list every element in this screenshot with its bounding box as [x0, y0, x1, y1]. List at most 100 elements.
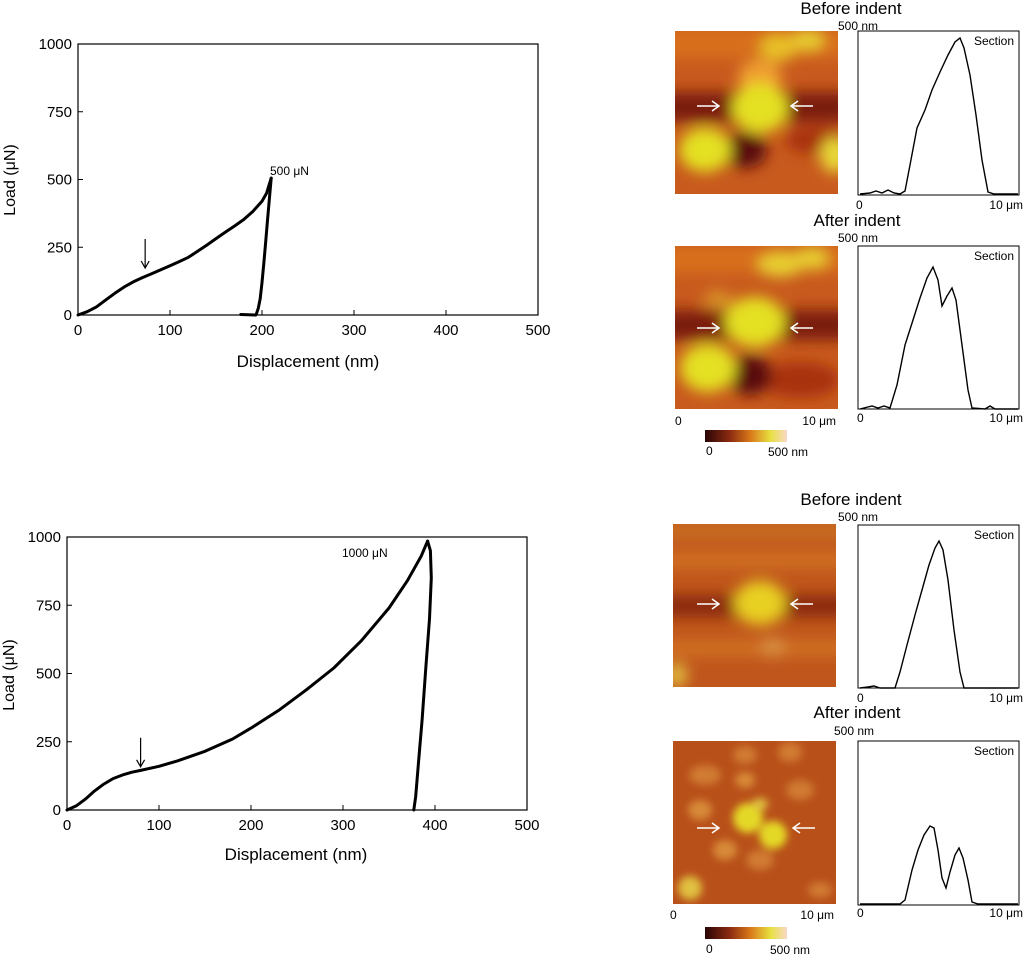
section-arrow-right-head — [789, 322, 799, 334]
arrow-head — [136, 759, 146, 768]
y-tick-label: 250 — [36, 734, 61, 751]
x-tick-label: 500 — [525, 322, 550, 339]
y-tick-label: 0 — [64, 307, 72, 324]
x-tick-label: 400 — [433, 322, 458, 339]
image-axis-end: 10 μm — [802, 414, 836, 428]
y-tick-label: 250 — [47, 239, 72, 256]
load-curve-loading — [65, 539, 430, 812]
arrow-marker — [136, 737, 146, 768]
colorbar-min-label: 0 — [706, 942, 713, 956]
x-axis-label: Displacement (nm) — [237, 352, 380, 371]
section-arrow-left-head — [711, 100, 721, 112]
afm-height-image — [673, 741, 836, 904]
curve-group — [65, 539, 433, 812]
afm-panel-before-indent-1: Before indent 500 nm Section 0 1 — [675, 0, 1023, 212]
section-label: Section — [974, 249, 1014, 263]
colorbar-1: 0 500 nm — [705, 430, 808, 459]
y-tick-label: 750 — [36, 597, 61, 614]
load-displacement-chart-top: 0 100 200 300 400 500 0 250 500 750 1000 Load (μN)… — [2, 36, 551, 371]
section-profile-line — [859, 265, 1018, 410]
load-curve-tail — [239, 313, 258, 317]
afm-panel-before-indent-2: Before indent 500 nm Section 0 10 μm — [673, 490, 1023, 705]
section-label: Section — [974, 528, 1014, 542]
x-tick-label: 0 — [63, 817, 71, 834]
y-tick-label: 0 — [53, 802, 61, 819]
afm-height-image — [675, 246, 838, 409]
colorbar-2: 0 500 nm — [705, 927, 810, 957]
y-tick-label: 500 — [36, 666, 61, 683]
image-axis-start: 0 — [670, 908, 677, 922]
section-axis-end: 10 μm — [989, 198, 1023, 212]
colorbar-max-label: 500 nm — [768, 445, 808, 459]
arrow-head — [140, 260, 150, 270]
section-axis-start: 0 — [857, 906, 864, 920]
section-axis-end: 10 μm — [989, 691, 1023, 705]
y-axis-label: Load (μN) — [1, 639, 18, 710]
section-profile-line — [860, 825, 1018, 905]
afm-panel-after-indent-2: After indent 500 nm 0 — [670, 703, 1023, 922]
panel-title: After indent — [814, 703, 901, 722]
section-label: Section — [974, 744, 1014, 758]
section-axis-start: 0 — [857, 411, 864, 425]
section-arrow-left-head — [711, 598, 721, 610]
panel-title: Before indent — [800, 0, 901, 18]
section-label: Section — [974, 34, 1014, 48]
peak-label: 1000 μN — [342, 546, 388, 560]
y-tick-label: 500 — [47, 172, 72, 189]
colorbar-min-label: 0 — [706, 444, 713, 458]
section-profile-line — [859, 539, 1018, 689]
x-tick-label: 300 — [330, 817, 355, 834]
tick-group: 0 100 200 300 400 500 0 250 500 750 1000 — [28, 529, 540, 834]
y-tick-label: 1000 — [39, 36, 72, 53]
afm-height-image — [675, 31, 838, 194]
y-axis-label: Load (μN) — [2, 144, 19, 215]
panel-title: After indent — [814, 211, 901, 230]
section-axis-end: 10 μm — [989, 906, 1023, 920]
y-tick-label: 1000 — [28, 529, 61, 546]
x-tick-label: 0 — [74, 322, 82, 339]
x-tick-label: 500 — [514, 817, 539, 834]
afm-panel-after-indent-1: After indent 500 nm 0 10 μm Section 0 — [675, 211, 1023, 428]
height-scale-label: 500 nm — [838, 510, 878, 524]
load-curve-unloading — [412, 539, 433, 812]
y-tick-label: 750 — [47, 104, 72, 121]
section-profile-frame — [857, 30, 1020, 196]
height-scale-label: 500 nm — [834, 724, 874, 738]
tick-group: 0 100 200 300 400 500 0 250 500 750 1000 — [39, 36, 551, 339]
image-axis-start: 0 — [675, 414, 682, 428]
x-tick-label: 100 — [146, 817, 171, 834]
section-profile-frame — [857, 524, 1020, 689]
x-tick-label: 300 — [341, 322, 366, 339]
colorbar-gradient — [705, 927, 787, 939]
x-tick-label: 400 — [422, 817, 447, 834]
height-scale-label: 500 nm — [838, 19, 878, 33]
section-axis-start: 0 — [856, 198, 863, 212]
afm-height-image — [673, 524, 836, 687]
panel-title: Before indent — [800, 490, 901, 509]
plot-frame — [66, 536, 528, 811]
section-axis-start: 0 — [857, 691, 864, 705]
peak-label: 500 μN — [270, 164, 309, 178]
x-tick-label: 200 — [249, 322, 274, 339]
height-scale-label: 500 nm — [838, 231, 878, 245]
colorbar-gradient — [705, 430, 787, 442]
section-profile-line — [859, 36, 1018, 195]
x-axis-label: Displacement (nm) — [225, 845, 368, 864]
colorbar-max-label: 500 nm — [770, 943, 810, 957]
section-profile-frame — [857, 740, 1020, 906]
load-curve-loading — [76, 176, 273, 317]
section-axis-end: 10 μm — [989, 411, 1023, 425]
section-arrow-left-head — [711, 322, 721, 334]
section-profile-frame — [857, 245, 1020, 410]
x-tick-label: 100 — [157, 322, 182, 339]
load-displacement-chart-bottom: 0 100 200 300 400 500 0 250 500 750 1000 Load (μN)… — [1, 529, 540, 864]
arrow-marker — [140, 238, 150, 270]
section-arrow-right-head — [789, 598, 799, 610]
curve-group — [76, 176, 273, 317]
x-tick-label: 200 — [238, 817, 263, 834]
section-arrow-left-head — [711, 822, 721, 834]
load-curve-unloading — [254, 176, 273, 317]
image-axis-end: 10 μm — [800, 908, 834, 922]
section-arrow-right-head — [789, 100, 799, 112]
